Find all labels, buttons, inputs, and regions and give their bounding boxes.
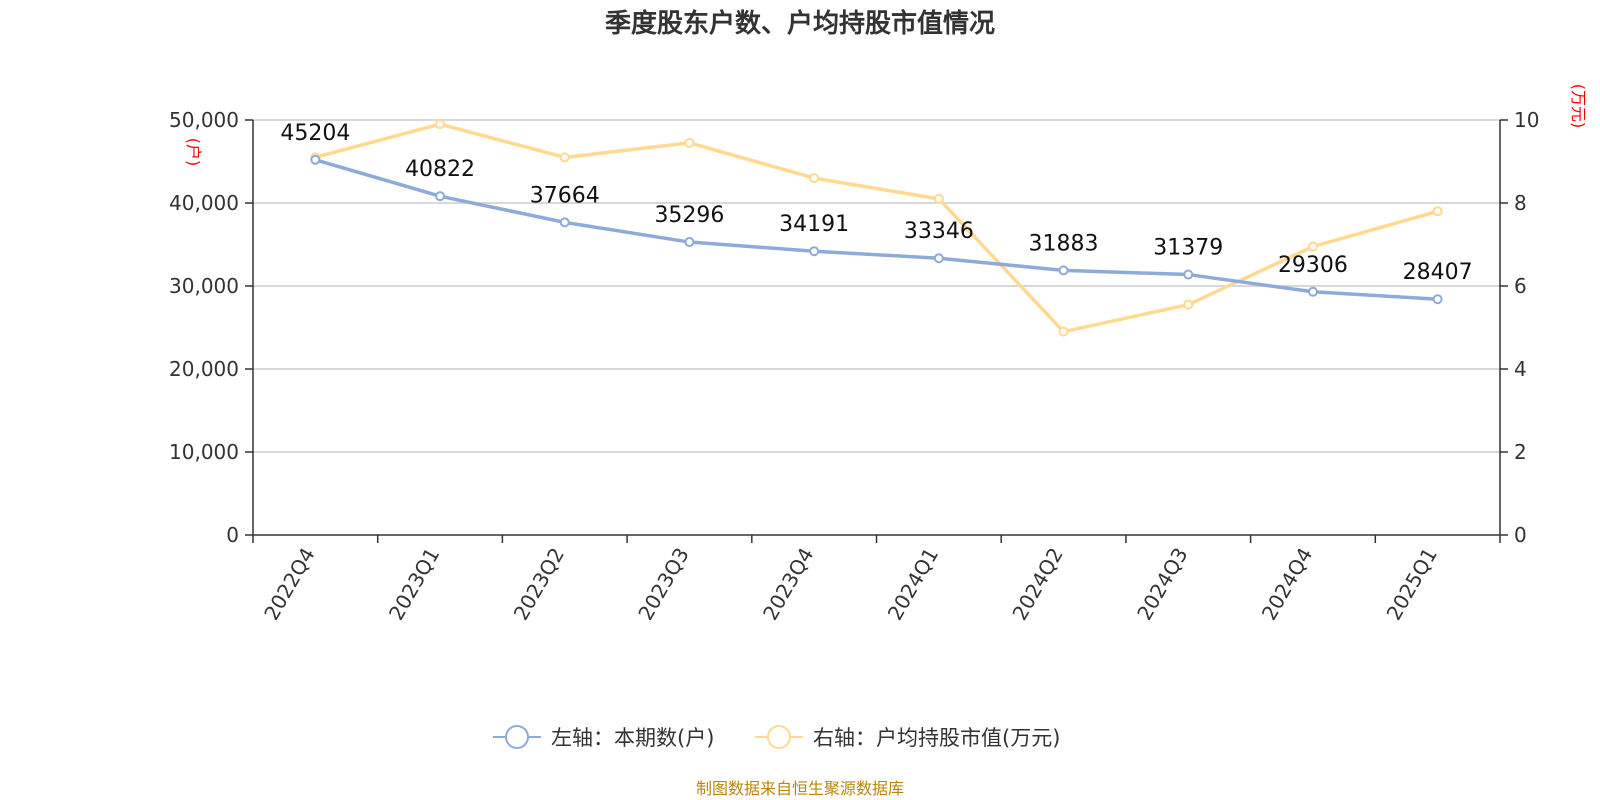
data-label: 37664 (530, 183, 600, 208)
right-tick-label: 2 (1514, 440, 1527, 464)
data-label: 40822 (405, 157, 475, 182)
right-axis-ticks: 0 2 4 6 8 10 (1500, 108, 1539, 547)
legend-marker (505, 725, 529, 749)
left-tick-label: 20,000 (169, 357, 239, 381)
holders-count-point[interactable] (559, 217, 570, 228)
source-note: 制图数据来自恒生聚源数据库 (696, 779, 904, 798)
avg-holding-value-point[interactable] (1432, 206, 1443, 217)
avg-holding-value-point[interactable] (809, 173, 820, 184)
data-label: 29306 (1278, 253, 1348, 278)
right-tick-label: 8 (1514, 191, 1527, 215)
legend-label: 右轴：户均持股市值(万元) (813, 726, 1060, 750)
left-tick-label: 10,000 (169, 440, 239, 464)
data-label: 31379 (1153, 236, 1223, 261)
left-tick-label: 30,000 (169, 274, 239, 298)
data-label: 33346 (904, 219, 974, 244)
x-tick-label: 2024Q4 (1257, 544, 1317, 625)
avg-holding-value-point[interactable] (1307, 241, 1318, 252)
holders-count-point[interactable] (933, 253, 944, 264)
x-tick-label: 2023Q1 (384, 544, 444, 625)
data-label: 34191 (779, 212, 849, 237)
avg-holding-value-point[interactable] (1058, 326, 1069, 337)
x-tick-label: 2023Q4 (758, 544, 818, 625)
holders-count-point[interactable] (1432, 294, 1443, 305)
legend-label: 左轴：本期数(户) (551, 726, 714, 750)
right-tick-label: 6 (1514, 274, 1527, 298)
holders-count-point[interactable] (1307, 286, 1318, 297)
x-tick-label: 2024Q2 (1007, 544, 1067, 625)
holders-count-point[interactable] (809, 246, 820, 257)
legend-item-avg-holding-value[interactable]: 右轴：户均持股市值(万元) (755, 725, 1060, 750)
left-tick-label: 0 (226, 523, 239, 547)
data-label: 28407 (1403, 260, 1473, 285)
avg-holding-value-point[interactable] (933, 193, 944, 204)
right-tick-label: 10 (1514, 108, 1539, 132)
x-tick-label: 2023Q3 (633, 544, 693, 625)
data-labels: 45204 40822 37664 35296 34191 33346 31883 31379… (280, 121, 1472, 285)
x-tick-label: 2025Q1 (1382, 544, 1442, 625)
grid (253, 119, 1500, 453)
holders-count-point[interactable] (435, 191, 446, 202)
x-tick-label: 2024Q3 (1132, 544, 1192, 625)
left-axis-unit: (户) (184, 138, 203, 167)
legend-marker (767, 725, 791, 749)
avg-holding-value-line (314, 122, 1439, 334)
right-axis-unit: (万元) (1569, 84, 1588, 129)
holders-count-point[interactable] (684, 237, 695, 248)
series-lines (310, 119, 1443, 337)
avg-holding-value-point[interactable] (684, 137, 695, 148)
right-tick-label: 0 (1514, 523, 1527, 547)
data-label: 35296 (654, 203, 724, 228)
holders-count-point[interactable] (310, 154, 321, 165)
axes (252, 120, 1501, 536)
x-tick-label: 2023Q2 (509, 544, 569, 625)
right-tick-label: 4 (1514, 357, 1527, 381)
x-axis-ticks: 2022Q4 2023Q1 2023Q2 2023Q3 2023Q4 2024Q1 2024… (252, 535, 1501, 625)
holders-count-point[interactable] (1183, 269, 1194, 280)
avg-holding-value-point[interactable] (435, 119, 446, 130)
avg-holding-value-point[interactable] (1183, 299, 1194, 310)
left-tick-label: 50,000 (169, 108, 239, 132)
left-tick-label: 40,000 (169, 191, 239, 215)
x-tick-label: 2024Q1 (883, 544, 943, 625)
legend-item-holders-count[interactable]: 左轴：本期数(户) (493, 725, 714, 750)
data-label: 45204 (280, 121, 350, 146)
legend[interactable]: 左轴：本期数(户) 右轴：户均持股市值(万元) (493, 725, 1060, 750)
holders-count-line (314, 158, 1438, 301)
holders-count-point[interactable] (1058, 265, 1069, 276)
left-axis-ticks: 0 10,000 20,000 30,000 40,000 50,000 (169, 108, 253, 547)
chart-title: 季度股东户数、户均持股市值情况 (605, 8, 995, 39)
x-tick-label: 2022Q4 (259, 544, 319, 625)
avg-holding-value-point[interactable] (559, 152, 570, 163)
data-label: 31883 (1029, 231, 1099, 256)
